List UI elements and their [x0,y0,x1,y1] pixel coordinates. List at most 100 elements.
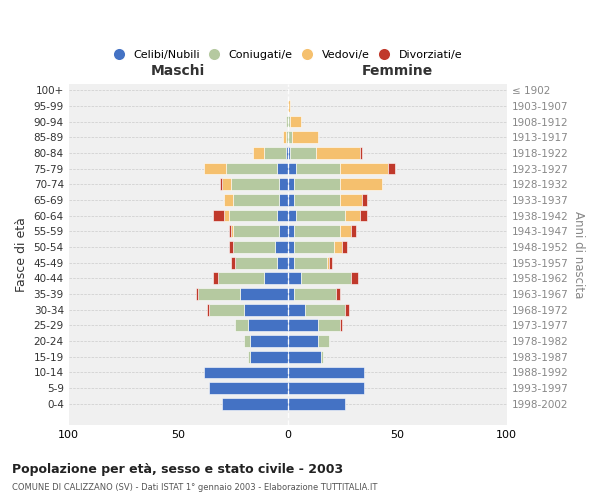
Bar [329,257,332,268]
Bar [296,210,344,222]
Bar [286,132,287,143]
Bar [294,178,340,190]
Bar [279,226,287,237]
Bar [340,226,351,237]
Bar [287,257,294,268]
Bar [287,382,364,394]
Bar [198,288,239,300]
Bar [294,257,327,268]
Bar [279,194,287,206]
Bar [275,241,287,253]
Text: Maschi: Maschi [151,64,205,78]
Bar [287,320,319,332]
Bar [205,366,287,378]
Bar [294,194,340,206]
Bar [334,241,343,253]
Bar [294,241,334,253]
Bar [327,257,329,268]
Bar [233,226,279,237]
Bar [351,272,358,284]
Bar [292,132,319,143]
Bar [340,194,362,206]
Bar [213,272,218,284]
Bar [294,288,336,300]
Bar [235,257,277,268]
Bar [196,288,198,300]
Bar [305,304,344,316]
Bar [233,194,279,206]
Y-axis label: Fasce di età: Fasce di età [15,218,28,292]
Bar [253,147,263,159]
Text: COMUNE DI CALIZZANO (SV) - Dati ISTAT 1° gennaio 2003 - Elaborazione TUTTITALIA.: COMUNE DI CALIZZANO (SV) - Dati ISTAT 1°… [12,482,377,492]
Bar [231,226,233,237]
Bar [287,241,294,253]
Bar [287,132,292,143]
Bar [287,178,294,190]
Bar [287,272,301,284]
Bar [250,335,287,347]
Bar [286,116,287,128]
Bar [233,241,275,253]
Bar [244,335,250,347]
Bar [344,210,360,222]
Bar [287,226,294,237]
Bar [263,272,287,284]
Bar [360,210,367,222]
Bar [362,194,367,206]
Bar [344,304,349,316]
Bar [294,226,340,237]
Bar [287,398,344,409]
Bar [301,272,351,284]
Bar [287,304,305,316]
Bar [263,147,286,159]
Bar [229,226,231,237]
Bar [287,162,296,174]
Bar [220,178,222,190]
Bar [287,366,364,378]
Bar [319,335,329,347]
Bar [231,257,235,268]
Bar [229,210,277,222]
Bar [277,257,287,268]
Bar [235,320,248,332]
Bar [340,162,388,174]
Bar [209,304,244,316]
Bar [320,351,323,362]
Bar [360,147,362,159]
Bar [286,147,287,159]
Bar [205,162,226,174]
Bar [226,162,277,174]
Bar [351,226,356,237]
Bar [287,100,290,112]
Bar [319,320,340,332]
Bar [248,351,250,362]
Bar [279,178,287,190]
Bar [287,288,294,300]
Bar [296,162,340,174]
Bar [340,178,382,190]
Bar [209,382,287,394]
Bar [224,210,229,222]
Bar [283,132,286,143]
Bar [343,241,347,253]
Bar [277,210,287,222]
Text: Femmine: Femmine [362,64,433,78]
Bar [290,147,316,159]
Bar [222,398,287,409]
Bar [222,178,231,190]
Bar [213,210,224,222]
Bar [287,116,290,128]
Bar [287,210,296,222]
Bar [239,288,287,300]
Bar [287,147,290,159]
Bar [224,194,233,206]
Bar [316,147,360,159]
Bar [206,304,209,316]
Y-axis label: Anni di nascita: Anni di nascita [572,211,585,298]
Legend: Celibi/Nubili, Coniugati/e, Vedovi/e, Divorziati/e: Celibi/Nubili, Coniugati/e, Vedovi/e, Di… [109,46,467,64]
Bar [218,272,263,284]
Bar [229,241,233,253]
Text: Popolazione per età, sesso e stato civile - 2003: Popolazione per età, sesso e stato civil… [12,462,343,475]
Bar [244,304,287,316]
Bar [340,320,343,332]
